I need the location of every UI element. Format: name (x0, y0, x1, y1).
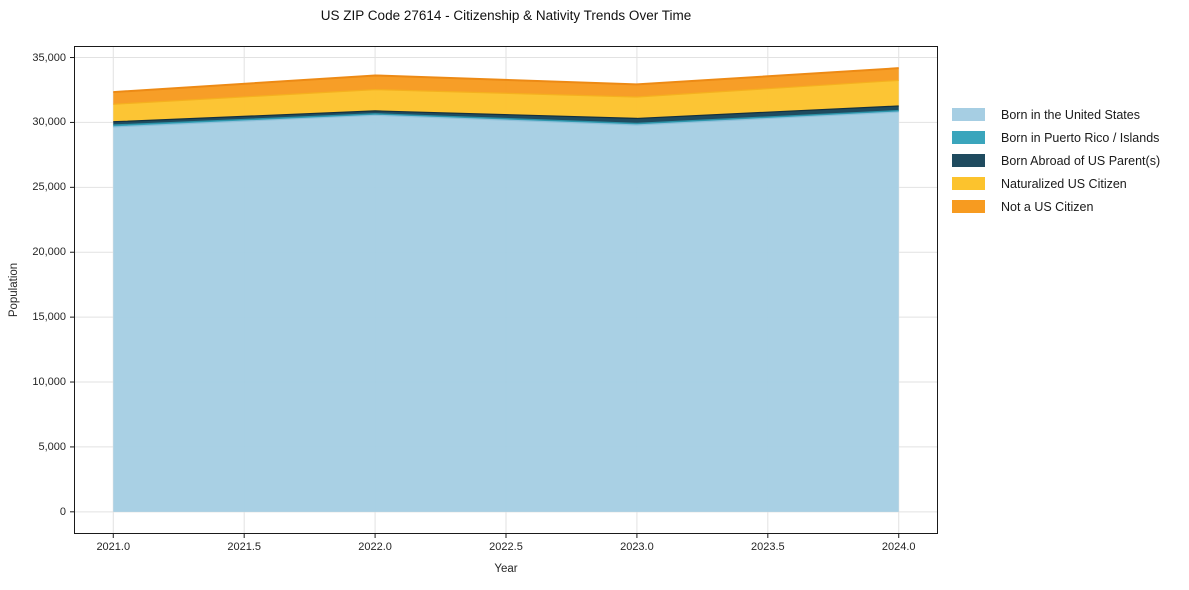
stacked-area-chart (70, 46, 938, 538)
x-tick-label: 2024.0 (881, 541, 916, 553)
x-tick-label: 2021.0 (96, 541, 131, 553)
y-tick-label: 20,000 (32, 246, 66, 259)
y-tick-label: 5,000 (38, 440, 66, 453)
area-edge-1 (113, 111, 899, 128)
legend-label: Naturalized US Citizen (1001, 176, 1127, 191)
y-tick-label: 10,000 (32, 376, 66, 389)
area-edge-4 (113, 79, 899, 105)
area-edge-5 (113, 67, 899, 94)
legend-label: Born in the United States (1001, 107, 1140, 122)
area-layer-3 (113, 105, 899, 126)
legend-item: Naturalized US Citizen (952, 172, 1160, 195)
plot-border (74, 46, 938, 534)
legend-swatch (952, 154, 985, 167)
chart-title: US ZIP Code 27614 - Citizenship & Nativi… (320, 8, 692, 23)
legend-swatch (952, 200, 985, 213)
area-edge-3 (113, 105, 899, 123)
y-tick-label: 30,000 (32, 116, 66, 129)
y-tick-label: 0 (59, 505, 66, 518)
area-layer-1 (113, 112, 899, 512)
y-tick-label: 35,000 (32, 51, 66, 64)
legend-label: Not a US Citizen (1001, 199, 1094, 214)
x-tick-label: 2023.5 (750, 541, 785, 553)
legend-swatch (952, 108, 985, 121)
area-layer-5 (113, 68, 899, 105)
area-edge-2 (113, 109, 899, 126)
legend-swatch (952, 131, 985, 144)
legend-item: Born in the United States (952, 103, 1160, 126)
plot-area (70, 46, 938, 538)
x-axis-label: Year (494, 563, 518, 575)
x-tick-label: 2022.5 (489, 541, 523, 553)
legend-swatch (952, 177, 985, 190)
y-tick-label: 15,000 (32, 311, 66, 324)
legend: Born in the United States Born in Puerto … (952, 103, 1160, 218)
x-tick-label: 2022.0 (358, 541, 392, 553)
legend-item: Born Abroad of US Parent(s) (952, 149, 1160, 172)
x-tick-label: 2023.0 (620, 541, 654, 553)
legend-item: Not a US Citizen (952, 195, 1160, 218)
y-axis-label: Population (8, 262, 20, 318)
y-tick-label: 25,000 (32, 181, 66, 194)
x-tick-label: 2021.5 (227, 541, 261, 553)
area-layer-4 (113, 80, 899, 122)
legend-item: Born in Puerto Rico / Islands (952, 126, 1160, 149)
legend-label: Born Abroad of US Parent(s) (1001, 153, 1161, 168)
legend-label: Born in Puerto Rico / Islands (1001, 130, 1160, 145)
